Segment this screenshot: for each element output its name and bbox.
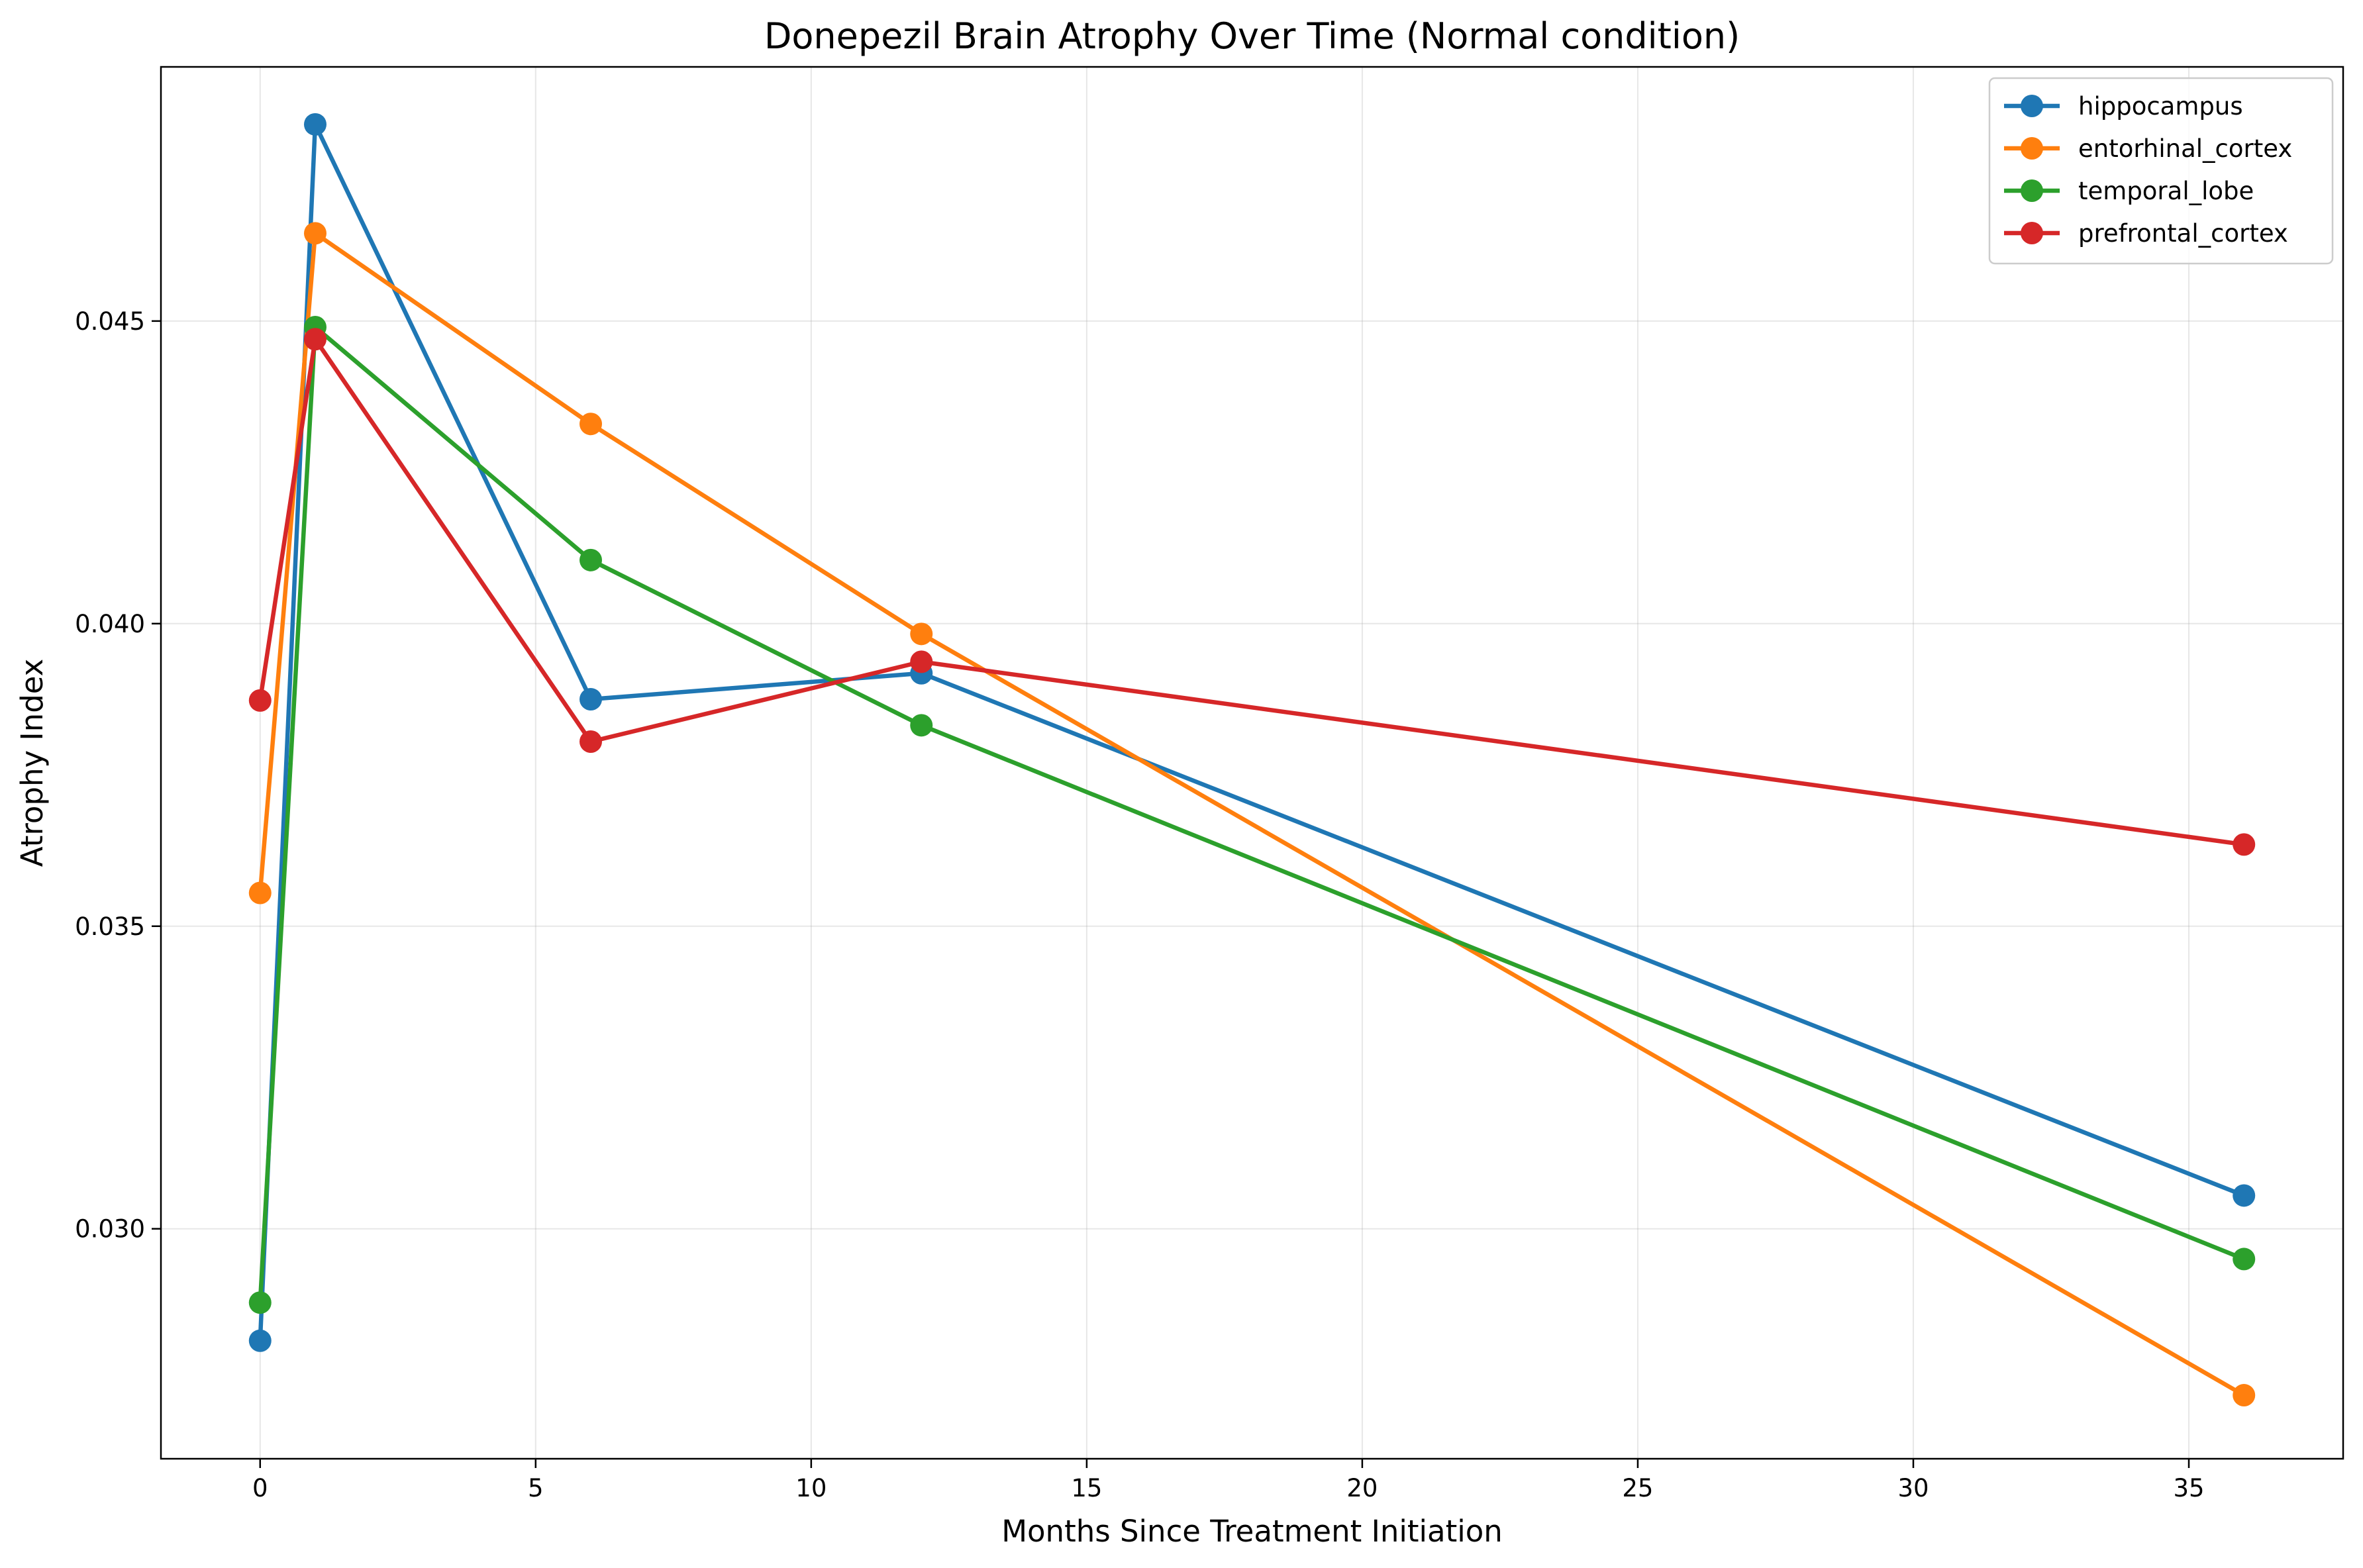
- data-point: [303, 113, 327, 136]
- x-tick-label: 10: [795, 1474, 827, 1502]
- data-point: [910, 714, 933, 737]
- data-point: [2233, 833, 2256, 856]
- x-tick-label: 0: [252, 1474, 268, 1502]
- data-point: [248, 881, 272, 905]
- data-point: [2233, 1384, 2256, 1407]
- data-point: [303, 222, 327, 245]
- data-point: [2233, 1184, 2256, 1207]
- plot-frame: [160, 66, 2344, 1460]
- legend-item-prefrontal_cortex: prefrontal_cortex: [2004, 219, 2288, 248]
- x-tick-label: 35: [2173, 1474, 2204, 1502]
- chart-title: Donepezil Brain Atrophy Over Time (Norma…: [764, 15, 1740, 57]
- legend-item-entorhinal_cortex: entorhinal_cortex: [2004, 134, 2292, 163]
- data-point: [248, 1291, 272, 1314]
- legend-swatch-marker: [2021, 179, 2043, 202]
- y-tick-label: 0.030: [75, 1215, 145, 1244]
- data-point: [579, 548, 603, 571]
- grid-lines: [161, 67, 2343, 1459]
- y-tick-label: 0.045: [75, 307, 145, 336]
- data-point: [2233, 1248, 2256, 1271]
- series-group: [248, 113, 2256, 1407]
- y-axis-label: Atrophy Index: [15, 659, 50, 867]
- data-point: [579, 730, 603, 754]
- data-point: [579, 688, 603, 711]
- legend-swatch-marker: [2021, 222, 2043, 244]
- data-point: [303, 328, 327, 351]
- legend-item-hippocampus: hippocampus: [2004, 92, 2243, 121]
- legend-label: hippocampus: [2078, 92, 2243, 121]
- x-tick-label: 5: [528, 1474, 544, 1502]
- x-axis-ticks: 0 5 10 15 20 25 30 35: [252, 1459, 2205, 1502]
- legend-swatch-marker: [2021, 137, 2043, 160]
- x-tick-label: 15: [1071, 1474, 1102, 1502]
- legend-box: [1988, 77, 2334, 265]
- data-point: [248, 689, 272, 712]
- legend-swatch-marker: [2021, 95, 2043, 117]
- x-axis-label: Months Since Treatment Initiation: [1001, 1514, 1503, 1549]
- x-tick-label: 20: [1346, 1474, 1378, 1502]
- legend-label: prefrontal_cortex: [2078, 219, 2288, 248]
- data-point: [579, 413, 603, 436]
- legend-label: entorhinal_cortex: [2078, 134, 2292, 163]
- series-prefrontal_cortex: [248, 328, 2256, 856]
- legend-item-temporal_lobe: temporal_lobe: [2004, 177, 2254, 205]
- legend-label: temporal_lobe: [2078, 177, 2254, 205]
- x-tick-label: 30: [1897, 1474, 1929, 1502]
- data-point: [910, 650, 933, 673]
- y-tick-label: 0.035: [75, 912, 145, 941]
- data-point: [248, 1329, 272, 1352]
- y-tick-label: 0.040: [75, 610, 145, 638]
- y-axis-ticks: 0.030 0.035 0.040 0.045: [75, 307, 161, 1244]
- x-tick-label: 25: [1622, 1474, 1653, 1502]
- legend: hippocampus entorhinal_cortex temporal_lob…: [1988, 77, 2334, 265]
- data-point: [910, 622, 933, 646]
